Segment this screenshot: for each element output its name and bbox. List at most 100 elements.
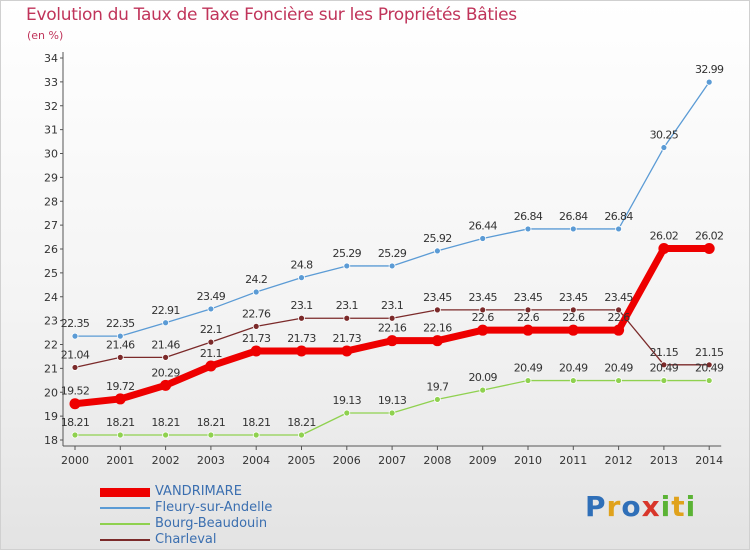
series-point-0 <box>658 243 670 255</box>
series-point-3 <box>162 353 170 361</box>
data-label-0: 22.6 <box>517 311 540 324</box>
legend-item: Charleval <box>100 532 360 548</box>
x-tick-label: 2005 <box>288 454 316 467</box>
x-tick-label: 2013 <box>650 454 678 467</box>
data-label-3: 22.1 <box>200 323 222 336</box>
series-point-0 <box>522 324 534 336</box>
data-label-0: 22.6 <box>608 311 631 324</box>
data-label-3: 23.45 <box>423 291 452 304</box>
data-label-3: 23.1 <box>336 299 358 312</box>
series-point-3 <box>660 361 668 369</box>
series-point-1 <box>433 247 441 255</box>
data-label-3: 21.15 <box>650 346 679 359</box>
logo-letter: r <box>606 490 622 523</box>
series-point-3 <box>569 306 577 314</box>
data-label-1: 23.49 <box>197 290 226 303</box>
data-label-3: 23.45 <box>559 291 588 304</box>
data-label-1: 22.35 <box>106 317 135 330</box>
series-point-0 <box>386 335 398 347</box>
data-label-0: 21.73 <box>287 332 316 345</box>
series-point-3 <box>705 361 713 369</box>
data-label-0: 21.1 <box>200 347 222 360</box>
legend-label: Charleval <box>155 532 217 547</box>
data-label-0: 21.73 <box>333 332 362 345</box>
series-point-1 <box>524 225 532 233</box>
series-point-1 <box>343 262 351 270</box>
series-point-0 <box>296 345 307 357</box>
x-tick-label: 2010 <box>514 454 542 467</box>
data-label-2: 18.21 <box>242 416 271 429</box>
series-point-2 <box>116 431 124 439</box>
series-point-2 <box>479 386 487 394</box>
series-point-0 <box>114 393 126 405</box>
data-label-1: 26.84 <box>514 210 543 223</box>
series-point-1 <box>207 305 215 313</box>
series-point-2 <box>252 431 260 439</box>
series-point-2 <box>343 409 351 417</box>
data-label-2: 20.49 <box>650 362 679 375</box>
data-label-2: 20.49 <box>559 362 588 375</box>
proxiti-logo: Proxiti <box>585 490 696 523</box>
series-point-3 <box>252 322 260 330</box>
legend-label: Fleury-sur-Andelle <box>155 500 273 515</box>
logo-letter: o <box>621 490 642 523</box>
data-label-2: 18.21 <box>106 416 135 429</box>
x-tick-label: 2011 <box>559 454 587 467</box>
series-point-0 <box>567 324 579 336</box>
y-tick-label: 34 <box>44 52 58 65</box>
logo-letter: t <box>671 490 686 523</box>
data-label-0: 22.6 <box>472 311 495 324</box>
data-label-0: 22.6 <box>562 311 585 324</box>
data-label-2: 19.7 <box>426 380 449 393</box>
logo-letter: i <box>685 490 697 523</box>
series-point-1 <box>116 332 124 340</box>
series-point-0 <box>477 324 489 336</box>
x-tick-label: 2006 <box>333 454 361 467</box>
y-tick-label: 19 <box>44 410 58 423</box>
data-label-2: 18.21 <box>287 416 316 429</box>
data-label-2: 18.21 <box>197 416 226 429</box>
series-point-1 <box>660 144 668 151</box>
data-label-0: 19.72 <box>106 380 135 393</box>
y-tick-label: 32 <box>44 100 58 113</box>
data-label-3: 21.46 <box>106 338 135 351</box>
data-label-0: 22.16 <box>423 322 452 335</box>
data-label-2: 20.09 <box>468 371 497 384</box>
series-point-3 <box>524 306 532 314</box>
data-label-3: 23.45 <box>514 291 543 304</box>
series-point-0 <box>341 345 353 357</box>
x-tick-label: 2000 <box>61 454 89 467</box>
logo-letter: P <box>585 490 607 523</box>
data-label-1: 22.91 <box>151 304 180 317</box>
series-point-2 <box>298 431 305 439</box>
data-label-3: 23.45 <box>604 291 633 304</box>
series-point-2 <box>615 377 622 384</box>
legend-label: VANDRIMARE <box>155 484 242 499</box>
data-label-1: 25.92 <box>423 232 452 245</box>
series-point-3 <box>116 353 124 361</box>
data-label-0: 19.52 <box>61 385 90 398</box>
chart-unit-label: (en %) <box>27 29 64 42</box>
legend-item: Fleury-sur-Andelle <box>100 500 360 516</box>
series-point-1 <box>388 262 396 270</box>
y-tick-label: 33 <box>44 76 58 89</box>
series-point-1 <box>298 274 305 282</box>
series-point-3 <box>298 314 305 322</box>
data-label-1: 24.8 <box>290 259 313 272</box>
y-tick-label: 24 <box>44 291 58 304</box>
y-tick-label: 27 <box>44 219 58 232</box>
legend-swatch <box>100 487 150 497</box>
series-point-1 <box>71 332 79 340</box>
series-point-2 <box>162 431 170 439</box>
data-label-1: 30.25 <box>650 129 679 142</box>
series-point-0 <box>703 243 715 255</box>
series-point-3 <box>479 306 487 314</box>
data-label-0: 21.73 <box>242 332 271 345</box>
data-label-3: 23.1 <box>381 299 403 312</box>
series-point-1 <box>162 319 170 327</box>
data-label-0: 20.29 <box>151 366 180 379</box>
data-label-3: 21.46 <box>151 338 180 351</box>
logo-letter: i <box>660 490 672 523</box>
data-label-1: 22.35 <box>61 317 90 330</box>
